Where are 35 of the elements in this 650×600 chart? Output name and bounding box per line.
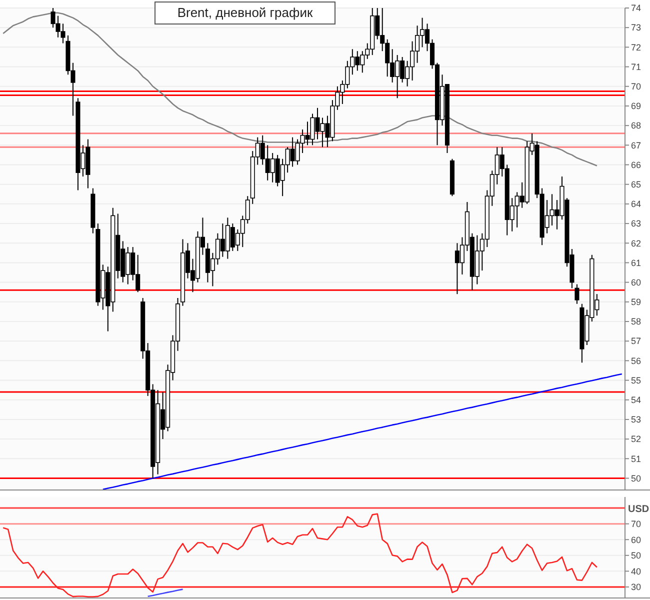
y-tick-label: 74 — [631, 3, 642, 14]
y-tick-label: 54 — [631, 395, 642, 406]
y-tick-label: 30 — [631, 582, 642, 592]
chart-title: Brent, дневной график — [177, 5, 313, 20]
y-tick-label: 70 — [631, 518, 642, 529]
y-tick-label: 58 — [631, 316, 642, 327]
y-tick-label: 59 — [631, 297, 642, 308]
y-tick-label: 71 — [631, 62, 642, 72]
y-tick-label: 57 — [631, 336, 642, 346]
y-tick-label: 66 — [631, 160, 642, 170]
y-tick-label: 60 — [631, 277, 642, 288]
line-series — [147, 588, 184, 598]
y-tick-label: 65 — [631, 179, 642, 190]
y-tick-label: 61 — [631, 258, 642, 268]
y-tick-label: 68 — [631, 120, 642, 131]
y-tick-label: 73 — [631, 22, 642, 33]
y-tick-label: 50 — [631, 550, 642, 561]
y-tick-label: 50 — [631, 473, 642, 484]
y-tick-label: 53 — [631, 414, 642, 425]
y-tick-label: 69 — [631, 101, 642, 112]
y-tick-label: 55 — [631, 375, 642, 386]
y-tick-label: 52 — [631, 434, 642, 444]
y-tick-label: 63 — [631, 218, 642, 229]
y-axis-title: USD — [628, 504, 650, 515]
candlestick — [574, 284, 580, 304]
y-tick-label: 60 — [631, 534, 642, 545]
y-tick-label: 70 — [631, 82, 642, 92]
y-tick-label: 72 — [631, 42, 642, 52]
y-tick-label: 64 — [631, 199, 642, 210]
y-tick-label: 67 — [631, 140, 642, 150]
y-tick-label: 56 — [631, 356, 642, 366]
line-series — [102, 373, 623, 490]
y-tick-label: 51 — [631, 454, 642, 464]
y-tick-label: 40 — [631, 566, 642, 576]
y-tick-label: 62 — [631, 238, 642, 248]
